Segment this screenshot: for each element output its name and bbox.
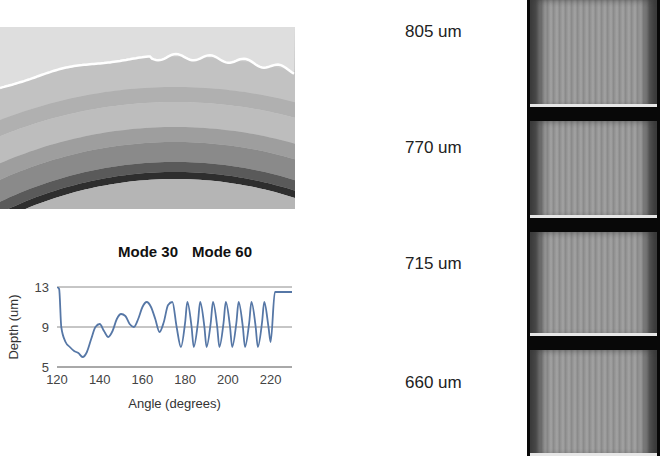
html-text:Mode 30: Mode 30	[118, 243, 178, 260]
html-text:805 um: 805 um	[405, 22, 462, 41]
html-text:715 um: 715 um	[405, 254, 462, 273]
html-text:Mode 60: Mode 60	[192, 243, 252, 260]
html-text:660 um: 660 um	[405, 373, 462, 392]
svg-text:200: 200	[217, 372, 239, 387]
svg-text:Depth (um): Depth (um)	[6, 294, 21, 359]
svg-text:180: 180	[174, 372, 196, 387]
svg-text:5: 5	[42, 360, 49, 375]
svg-text:Angle (degrees): Angle (degrees)	[128, 396, 221, 411]
svg-text:220: 220	[260, 372, 282, 387]
svg-text:140: 140	[89, 372, 111, 387]
svg-text:9: 9	[42, 320, 49, 335]
html-text:770 um: 770 um	[405, 138, 462, 157]
svg-text:160: 160	[132, 372, 154, 387]
svg-text:120: 120	[46, 372, 68, 387]
svg-text:13: 13	[35, 280, 49, 295]
